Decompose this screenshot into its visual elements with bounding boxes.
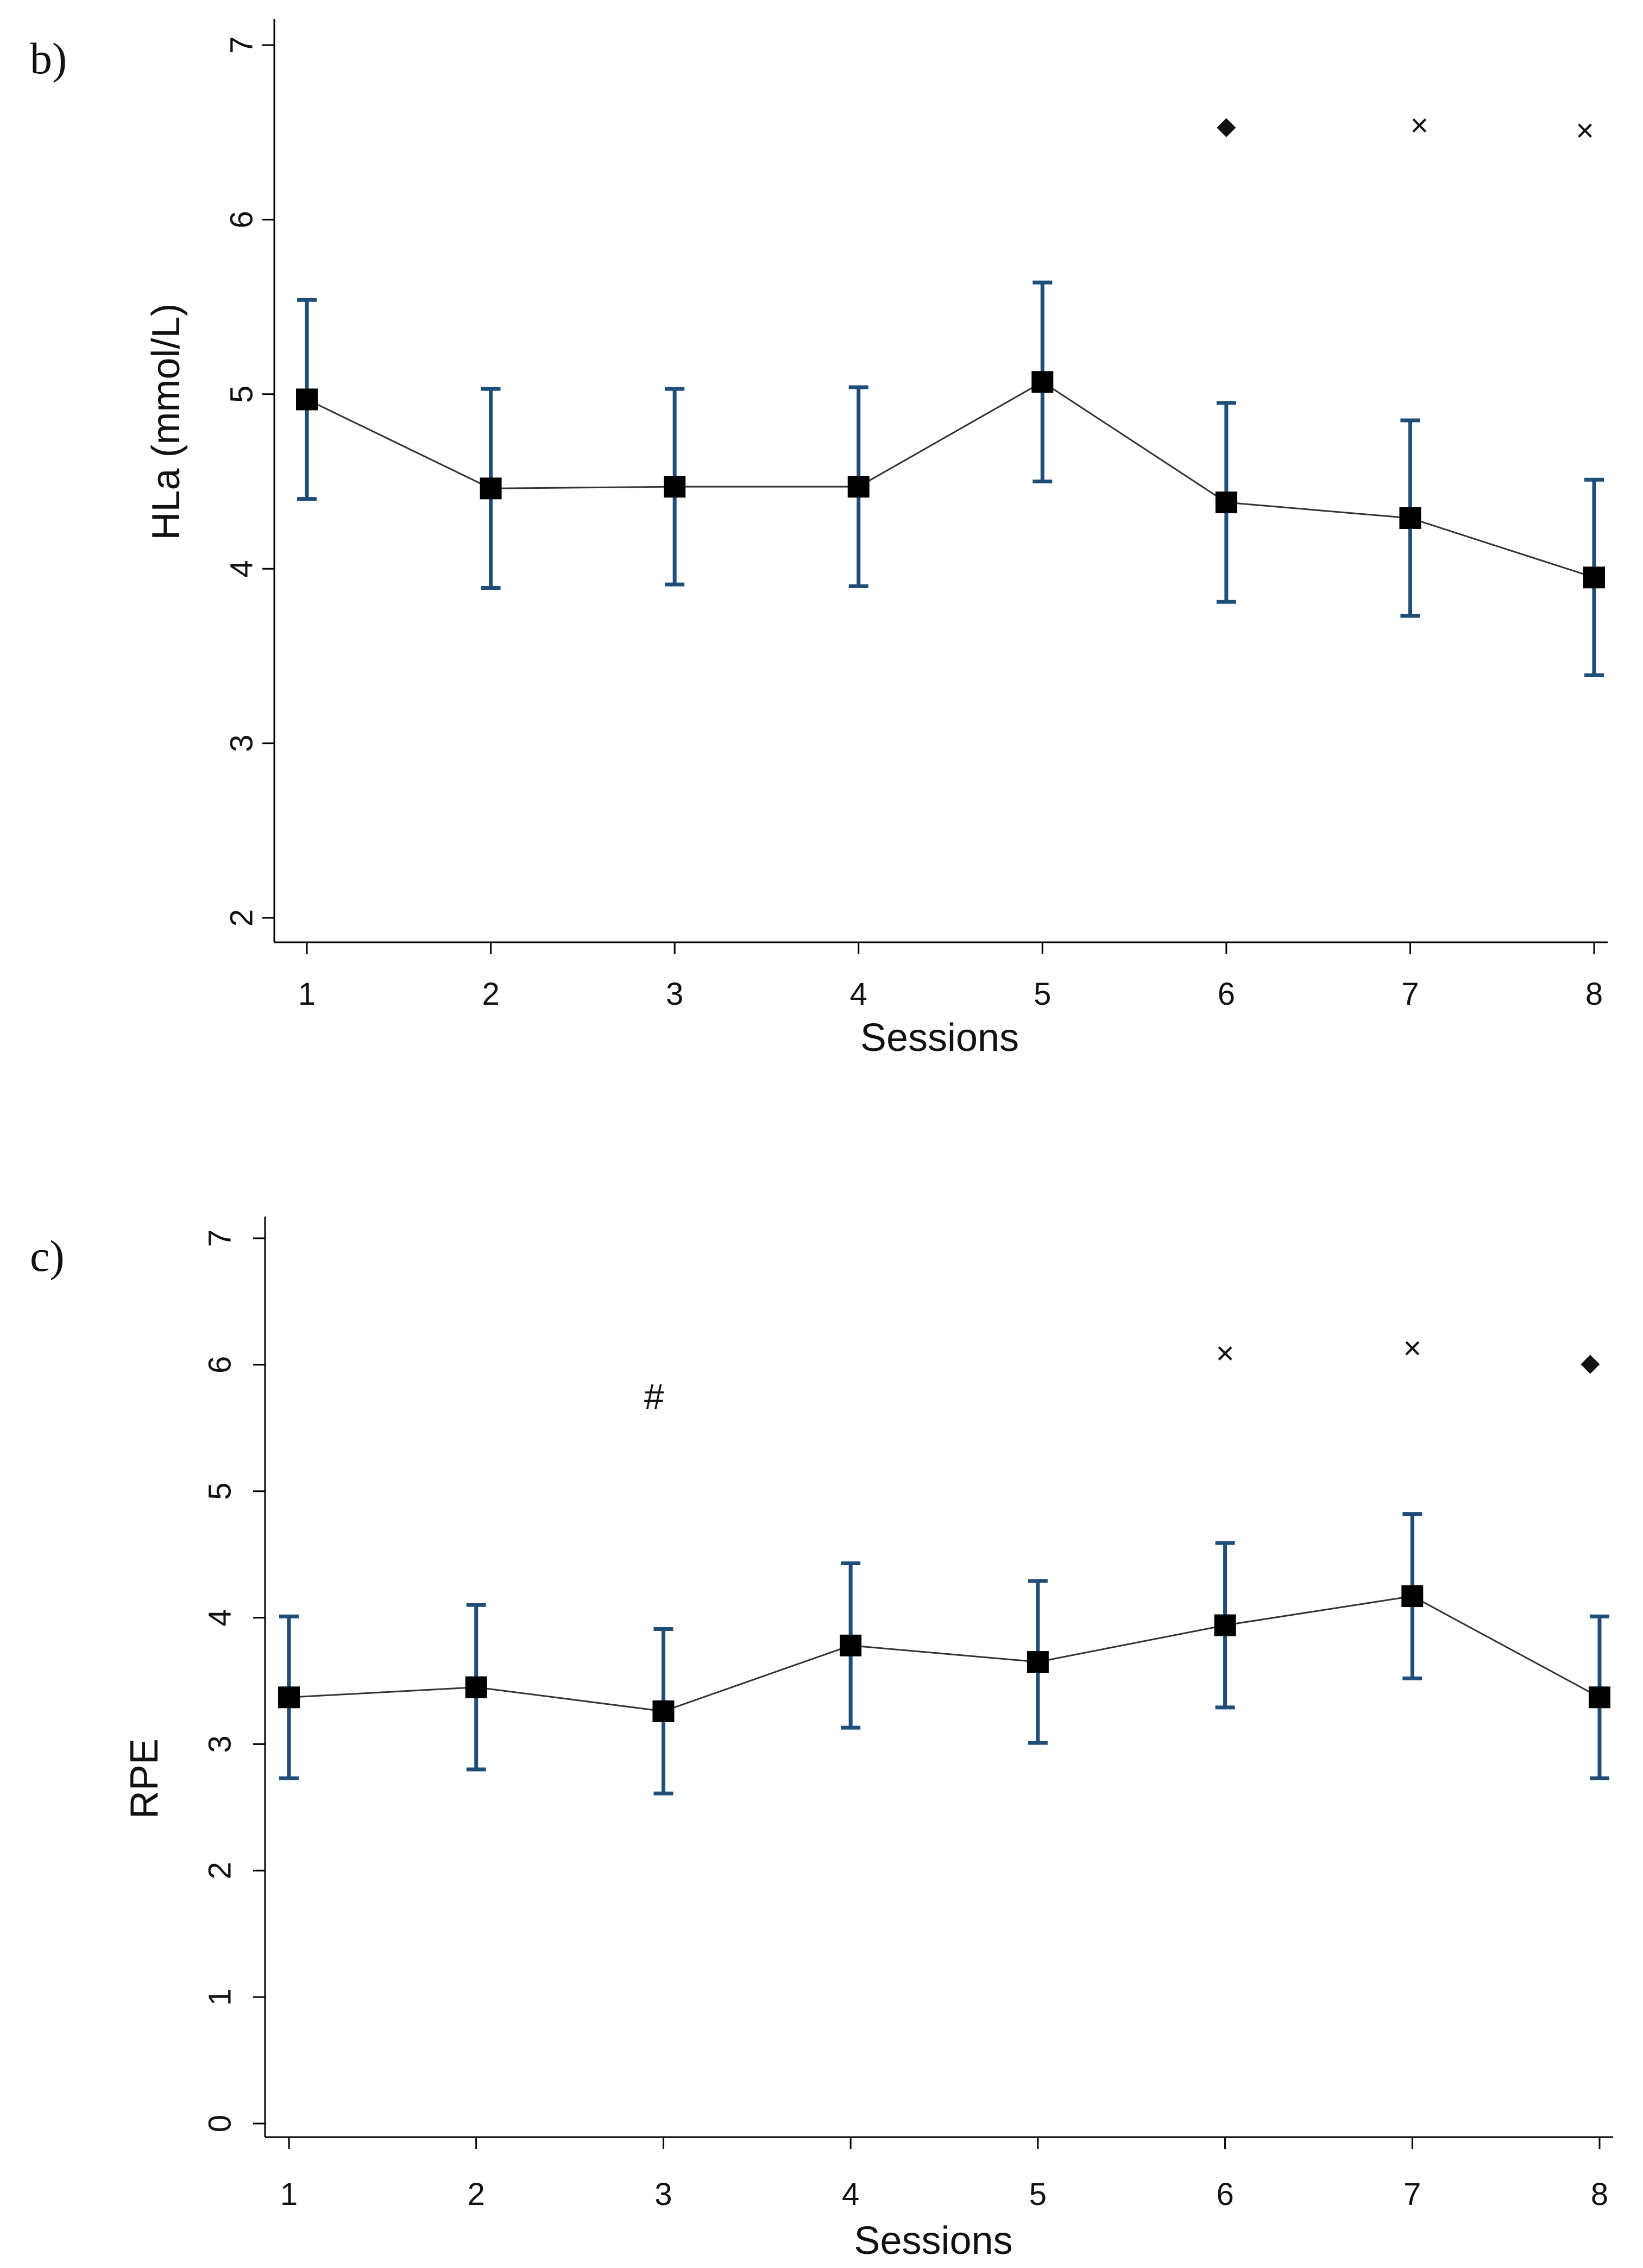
data-point [1589,1686,1610,1709]
x-tick-label: 7 [1403,2177,1421,2212]
significance-hash: # [644,1376,664,1416]
y-tick-label: 1 [203,1988,238,2006]
significance-diamond: ◆ [1581,1348,1600,1376]
y-axis-title: RPE [123,1738,166,1819]
x-tick-label: 2 [482,976,499,1012]
x-tick-label: 2 [468,2177,485,2212]
x-tick-label: 5 [1034,976,1051,1012]
significance-cross: × [1216,1335,1235,1371]
x-axis-title: Sessions [854,2219,1012,2263]
x-tick-label: 6 [1218,976,1235,1012]
data-point [652,1700,675,1722]
significance-diamond: ◆ [1217,111,1236,140]
y-tick-label: 4 [203,1609,238,1626]
data-point [480,477,502,500]
x-tick-label: 8 [1591,2177,1608,2212]
x-tick-label: 3 [654,2177,672,2212]
y-tick-label: 4 [224,560,260,577]
y-axis-title: HLa (mmol/L) [144,303,188,540]
y-tick-label: 5 [203,1483,238,1500]
data-point [1401,1585,1424,1607]
x-tick-label: 1 [280,2177,298,2212]
x-tick-label: 4 [842,2177,859,2212]
data-point [664,476,686,498]
x-tick-label: 6 [1216,2177,1233,2212]
panel-label: b) [30,34,67,83]
y-tick-label: 0 [203,2115,238,2132]
significance-cross: × [1576,113,1594,148]
significance-cross: × [1403,1331,1421,1366]
data-point [278,1686,300,1709]
series-line [288,1595,1600,1712]
data-point [1214,1614,1236,1636]
x-axis-title: Sessions [860,1016,1019,1060]
chart-panel-b: b) 2 3 4 5 6 7 1 2 3 4 5 6 7 8 Sessions HLa (mmol/L) ◆ × × [30,19,1608,1060]
data-point [840,1634,862,1656]
x-tick-label: 7 [1401,976,1419,1012]
data-point [1027,1651,1049,1673]
chart-panel-c: c) 0 1 2 3 4 5 6 7 1 2 3 4 5 6 7 8 Sessions RPE # × × ◆ [30,1217,1613,2263]
y-tick-label: 7 [203,1230,238,1247]
data-point [1031,371,1054,393]
x-tick-label: 5 [1029,2177,1047,2212]
data-point [1215,492,1237,514]
y-tick-label: 2 [224,909,260,927]
data-point [1399,507,1421,529]
significance-cross: × [1410,108,1428,143]
y-tick-label: 7 [224,36,260,54]
data-point [465,1676,487,1698]
y-tick-label: 2 [203,1862,238,1879]
data-point [1583,566,1605,589]
x-tick-label: 4 [850,976,867,1012]
x-tick-label: 3 [666,976,683,1012]
y-tick-label: 5 [224,386,260,403]
x-tick-label: 1 [298,976,316,1012]
panel-label: c) [30,1231,65,1281]
y-tick-label: 3 [224,734,260,752]
y-tick-label: 3 [203,1735,238,1753]
data-point [847,476,870,498]
series-line [306,381,1595,578]
data-point [296,388,318,411]
x-tick-label: 8 [1585,976,1603,1012]
y-tick-label: 6 [203,1356,238,1374]
y-tick-label: 6 [224,211,260,228]
